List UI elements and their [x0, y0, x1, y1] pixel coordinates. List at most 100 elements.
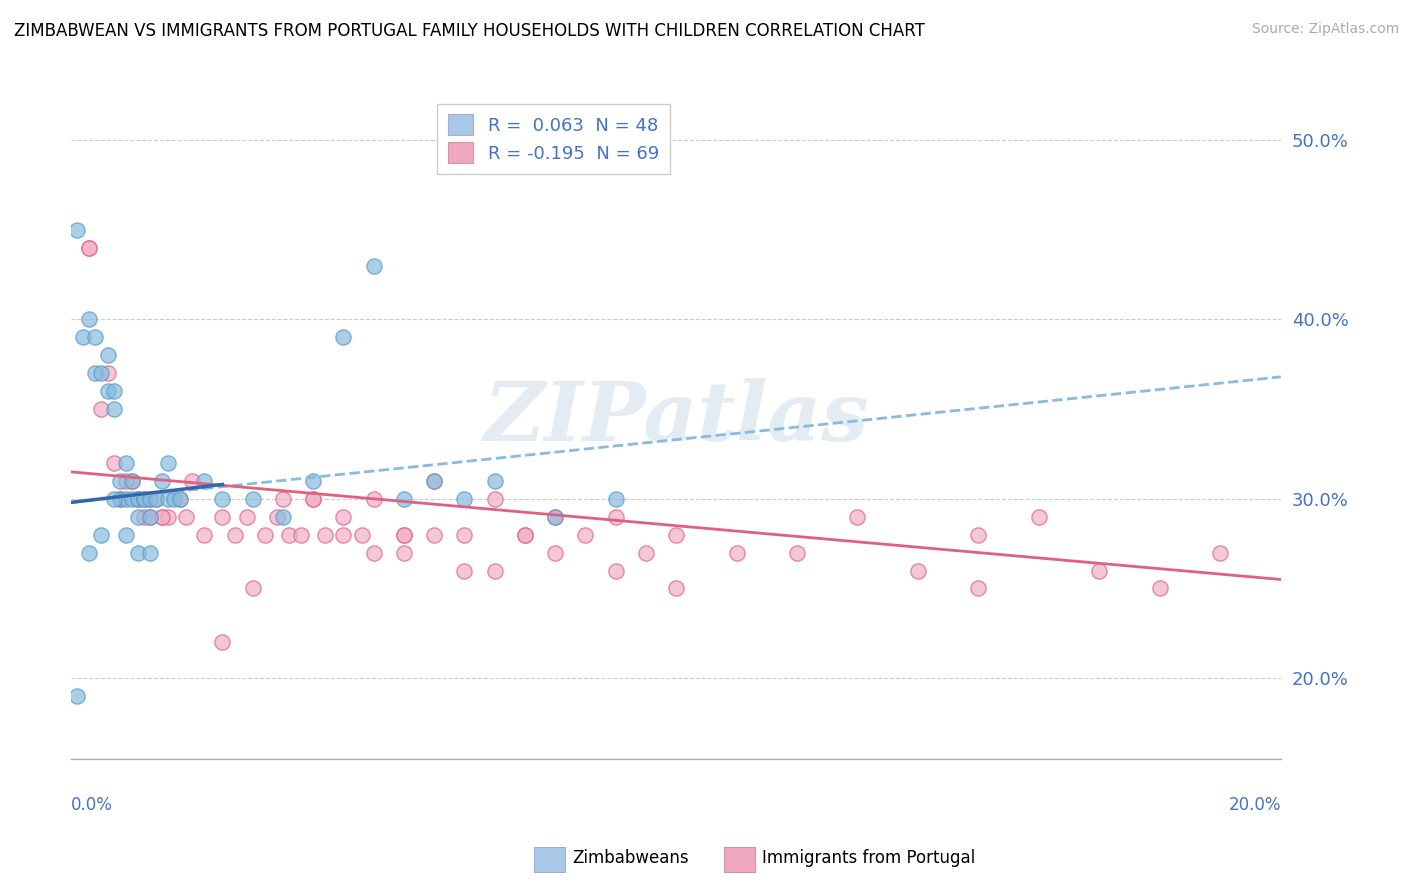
Point	[84, 366, 107, 380]
Point	[127, 491, 149, 506]
Point	[132, 509, 155, 524]
Point	[169, 491, 191, 506]
Point	[79, 241, 101, 255]
Point	[967, 527, 990, 541]
Point	[139, 509, 162, 524]
Point	[605, 491, 627, 506]
Point	[121, 474, 143, 488]
Legend: R =  0.063  N = 48, R = -0.195  N = 69: R = 0.063 N = 48, R = -0.195 N = 69	[437, 103, 669, 174]
Point	[163, 491, 186, 506]
Point	[253, 527, 276, 541]
Point	[242, 491, 264, 506]
Point	[66, 689, 89, 703]
Point	[423, 474, 446, 488]
Text: Immigrants from Portugal: Immigrants from Portugal	[762, 849, 976, 867]
Point	[453, 564, 475, 578]
Point	[193, 474, 215, 488]
Point	[150, 474, 173, 488]
Point	[114, 456, 136, 470]
Point	[290, 527, 312, 541]
Point	[108, 491, 131, 506]
Point	[96, 384, 118, 399]
Point	[103, 456, 125, 470]
Point	[363, 259, 385, 273]
Point	[127, 491, 149, 506]
Point	[121, 474, 143, 488]
Point	[242, 582, 264, 596]
Point	[423, 527, 446, 541]
Point	[193, 527, 215, 541]
Point	[108, 474, 131, 488]
Point	[79, 241, 101, 255]
Point	[271, 509, 294, 524]
Point	[103, 491, 125, 506]
Point	[278, 527, 301, 541]
Point	[1209, 545, 1232, 559]
Point	[302, 491, 325, 506]
Point	[786, 545, 808, 559]
Text: ZIPatlas: ZIPatlas	[484, 378, 869, 458]
Point	[302, 474, 325, 488]
Point	[150, 509, 173, 524]
Text: Zimbabweans: Zimbabweans	[572, 849, 689, 867]
Text: 20.0%: 20.0%	[1229, 797, 1281, 814]
Point	[156, 509, 179, 524]
Point	[574, 527, 596, 541]
Point	[90, 402, 112, 417]
Point	[127, 491, 149, 506]
Point	[96, 366, 118, 380]
Point	[79, 545, 101, 559]
Point	[392, 527, 415, 541]
Point	[96, 348, 118, 362]
Point	[103, 384, 125, 399]
Point	[72, 330, 94, 344]
Point	[544, 509, 567, 524]
Point	[332, 330, 354, 344]
Point	[174, 509, 197, 524]
Point	[235, 509, 257, 524]
Point	[145, 491, 167, 506]
Point	[1149, 582, 1171, 596]
Point	[665, 527, 688, 541]
Point	[145, 491, 167, 506]
Point	[132, 491, 155, 506]
Point	[544, 545, 567, 559]
Point	[224, 527, 246, 541]
Text: ZIMBABWEAN VS IMMIGRANTS FROM PORTUGAL FAMILY HOUSEHOLDS WITH CHILDREN CORRELATI: ZIMBABWEAN VS IMMIGRANTS FROM PORTUGAL F…	[14, 22, 925, 40]
Point	[132, 491, 155, 506]
Point	[79, 312, 101, 326]
Point	[634, 545, 657, 559]
Point	[513, 527, 536, 541]
Point	[484, 474, 506, 488]
Point	[139, 491, 162, 506]
Point	[302, 491, 325, 506]
Point	[314, 527, 336, 541]
Point	[846, 509, 869, 524]
Point	[127, 545, 149, 559]
Point	[332, 509, 354, 524]
Point	[139, 545, 162, 559]
Point	[453, 491, 475, 506]
Point	[332, 527, 354, 541]
Point	[484, 564, 506, 578]
Point	[513, 527, 536, 541]
Point	[139, 491, 162, 506]
Point	[363, 491, 385, 506]
Point	[114, 474, 136, 488]
Point	[605, 509, 627, 524]
Point	[156, 456, 179, 470]
Text: Source: ZipAtlas.com: Source: ZipAtlas.com	[1251, 22, 1399, 37]
Point	[108, 491, 131, 506]
Point	[363, 545, 385, 559]
Point	[725, 545, 748, 559]
Point	[1088, 779, 1111, 793]
Point	[139, 509, 162, 524]
Point	[211, 635, 233, 649]
Point	[392, 545, 415, 559]
Point	[121, 491, 143, 506]
Point	[150, 509, 173, 524]
Point	[266, 509, 288, 524]
Point	[392, 527, 415, 541]
Point	[605, 564, 627, 578]
Point	[967, 582, 990, 596]
